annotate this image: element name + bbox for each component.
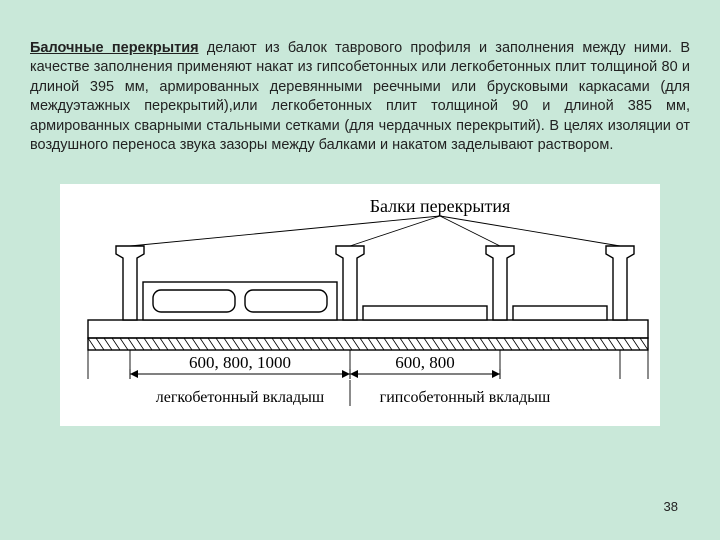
svg-text:Балки перекрытия: Балки перекрытия [370, 196, 511, 216]
body-paragraph: Балочные перекрытия делают из балок тавр… [30, 39, 690, 156]
lead-bold: Балочные перекрытия [30, 40, 199, 56]
svg-text:гипсобетонный вкладыш: гипсобетонный вкладыш [380, 389, 551, 406]
paragraph-rest: делают из балок таврового профиля и запо… [30, 40, 690, 154]
svg-text:600, 800: 600, 800 [395, 353, 455, 372]
svg-text:легкобетонный вкладыш: легкобетонный вкладыш [156, 389, 325, 406]
page-number: 38 [664, 499, 678, 514]
svg-text:600, 800, 1000: 600, 800, 1000 [189, 353, 291, 372]
figure-container: Балки перекрытия 600, 800, 1000 600, 800 ле… [60, 184, 660, 426]
